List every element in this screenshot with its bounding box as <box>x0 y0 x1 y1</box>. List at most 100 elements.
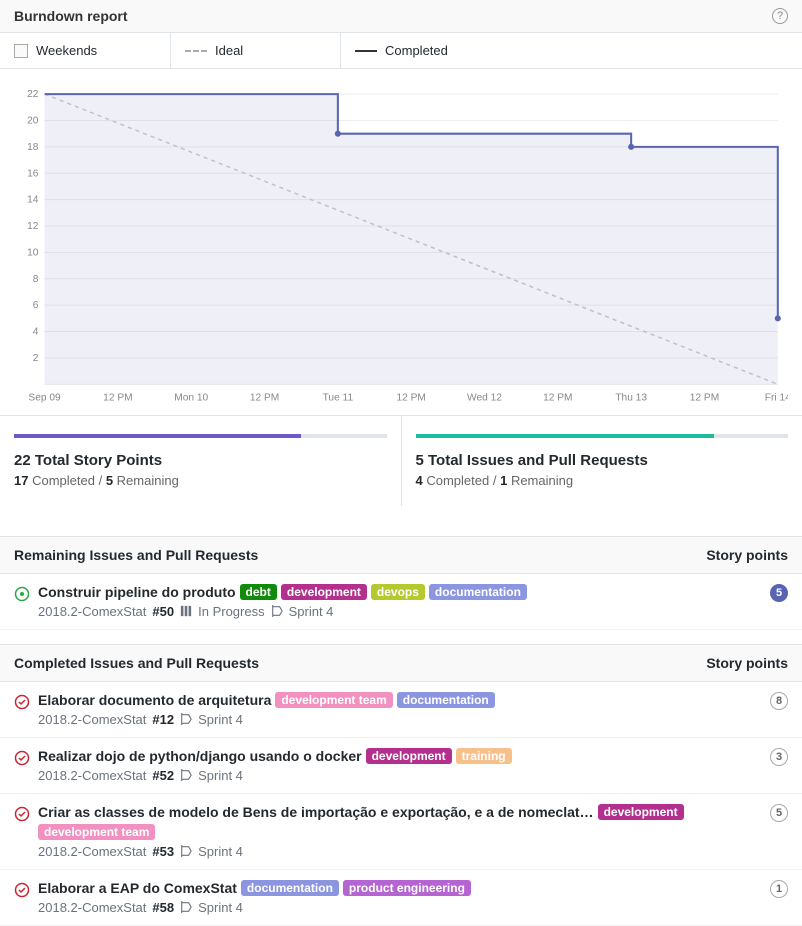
issue-label[interactable]: development team <box>38 824 155 840</box>
legend-completed-label: Completed <box>385 43 448 58</box>
story-points-badge: 5 <box>770 584 788 602</box>
story-points-progress-track <box>14 434 387 438</box>
issue-title[interactable]: Criar as classes de modelo de Bens de im… <box>38 804 594 820</box>
completed-header-label: Completed Issues and Pull Requests <box>14 655 259 671</box>
story-points-progress-fill <box>14 434 301 438</box>
column-icon <box>180 605 192 617</box>
svg-text:Sep 09: Sep 09 <box>28 393 61 404</box>
issue-row[interactable]: Criar as classes de modelo de Bens de im… <box>0 794 802 870</box>
issue-row[interactable]: Realizar dojo de python/django usando o … <box>0 738 802 794</box>
svg-text:20: 20 <box>27 116 39 127</box>
issue-number[interactable]: #52 <box>152 768 174 783</box>
issue-label[interactable]: development team <box>275 692 392 708</box>
issue-milestone[interactable]: Sprint 4 <box>198 844 243 859</box>
issue-milestone[interactable]: Sprint 4 <box>198 768 243 783</box>
issues-title: 5 Total Issues and Pull Requests <box>416 452 789 469</box>
issue-milestone[interactable]: Sprint 4 <box>198 900 243 915</box>
issue-label[interactable]: debt <box>240 584 277 600</box>
svg-text:10: 10 <box>27 247 39 258</box>
milestone-icon <box>180 901 192 913</box>
svg-text:2: 2 <box>33 353 39 364</box>
legend-weekends-label: Weekends <box>36 43 97 58</box>
svg-text:Mon 10: Mon 10 <box>174 393 208 404</box>
issue-title[interactable]: Realizar dojo de python/django usando o … <box>38 748 362 764</box>
story-points-badge: 8 <box>770 692 788 710</box>
issue-label[interactable]: development <box>281 584 367 600</box>
svg-text:18: 18 <box>27 142 39 153</box>
weekends-swatch-icon <box>14 44 28 58</box>
ideal-swatch-icon <box>185 50 207 52</box>
issue-meta: 2018.2-ComexStat #53 Sprint 4 <box>38 844 762 859</box>
issue-milestone[interactable]: Sprint 4 <box>289 604 334 619</box>
issue-number[interactable]: #58 <box>152 900 174 915</box>
milestone-icon <box>180 713 192 725</box>
svg-text:14: 14 <box>27 195 39 206</box>
issue-row[interactable]: Elaborar documento de arquitetura develo… <box>0 682 802 738</box>
issue-number[interactable]: #50 <box>152 604 174 619</box>
issue-label[interactable]: product engineering <box>343 880 471 896</box>
issue-label[interactable]: devops <box>371 584 425 600</box>
story-points-title: 22 Total Story Points <box>14 452 387 469</box>
legend-completed: Completed <box>340 33 510 68</box>
issues-progress-fill <box>416 434 714 438</box>
story-points-badge: 1 <box>770 880 788 898</box>
completed-section-header: Completed Issues and Pull Requests Story… <box>0 644 802 682</box>
svg-text:Fri 14: Fri 14 <box>765 393 788 404</box>
svg-text:12 PM: 12 PM <box>250 393 279 404</box>
issue-label[interactable]: development <box>598 804 684 820</box>
issue-row[interactable]: Elaborar a EAP do ComexStat documentatio… <box>0 870 802 926</box>
svg-text:12 PM: 12 PM <box>103 393 132 404</box>
issue-repo[interactable]: 2018.2-ComexStat <box>38 900 146 915</box>
summary-issues: 5 Total Issues and Pull Requests 4 Compl… <box>401 416 802 506</box>
issue-repo[interactable]: 2018.2-ComexStat <box>38 712 146 727</box>
issue-milestone[interactable]: Sprint 4 <box>198 712 243 727</box>
panel-header: Burndown report ? <box>0 0 802 33</box>
milestone-icon <box>180 845 192 857</box>
issue-closed-icon <box>14 806 30 822</box>
svg-text:6: 6 <box>33 300 39 311</box>
points-header-label: Story points <box>706 547 788 563</box>
issue-closed-icon <box>14 750 30 766</box>
milestone-icon <box>271 605 283 617</box>
svg-text:16: 16 <box>27 168 39 179</box>
panel-title: Burndown report <box>14 8 128 24</box>
story-points-badge: 3 <box>770 748 788 766</box>
issue-number[interactable]: #12 <box>152 712 174 727</box>
svg-text:Tue 11: Tue 11 <box>323 393 354 404</box>
svg-text:12 PM: 12 PM <box>396 393 425 404</box>
remaining-section-header: Remaining Issues and Pull Requests Story… <box>0 536 802 574</box>
issue-meta: 2018.2-ComexStat #58 Sprint 4 <box>38 900 762 915</box>
help-icon[interactable]: ? <box>772 8 788 24</box>
story-points-sub: 17 Completed / 5 Remaining <box>14 473 387 488</box>
legend-ideal-label: Ideal <box>215 43 243 58</box>
issue-row[interactable]: Construir pipeline do produto debt devel… <box>0 574 802 630</box>
svg-text:4: 4 <box>33 327 39 338</box>
issue-label[interactable]: documentation <box>397 692 495 708</box>
remaining-header-label: Remaining Issues and Pull Requests <box>14 547 258 563</box>
completed-swatch-icon <box>355 50 377 52</box>
burndown-chart: 246810121416182022 Sep 0912 PMMon 1012 P… <box>14 89 788 405</box>
svg-text:Wed 12: Wed 12 <box>467 393 502 404</box>
issue-title[interactable]: Construir pipeline do produto <box>38 584 236 600</box>
issue-label[interactable]: documentation <box>429 584 527 600</box>
issue-repo[interactable]: 2018.2-ComexStat <box>38 844 146 859</box>
issue-closed-icon <box>14 882 30 898</box>
milestone-icon <box>180 769 192 781</box>
svg-text:12: 12 <box>27 221 39 232</box>
issue-repo[interactable]: 2018.2-ComexStat <box>38 768 146 783</box>
remaining-issues-list: Construir pipeline do produto debt devel… <box>0 574 802 630</box>
issue-label[interactable]: development <box>366 748 452 764</box>
legend-weekends: Weekends <box>0 33 170 68</box>
issue-number[interactable]: #53 <box>152 844 174 859</box>
issue-repo[interactable]: 2018.2-ComexStat <box>38 604 146 619</box>
issue-label[interactable]: documentation <box>241 880 339 896</box>
svg-text:8: 8 <box>33 274 39 285</box>
issue-state: In Progress <box>198 604 264 619</box>
summary-row: 22 Total Story Points 17 Completed / 5 R… <box>0 415 802 506</box>
issue-label[interactable]: training <box>456 748 512 764</box>
completed-issues-list: Elaborar documento de arquitetura develo… <box>0 682 802 926</box>
issue-title[interactable]: Elaborar documento de arquitetura <box>38 692 271 708</box>
issue-title[interactable]: Elaborar a EAP do ComexStat <box>38 880 237 896</box>
svg-text:12 PM: 12 PM <box>543 393 572 404</box>
issue-meta: 2018.2-ComexStat #52 Sprint 4 <box>38 768 762 783</box>
